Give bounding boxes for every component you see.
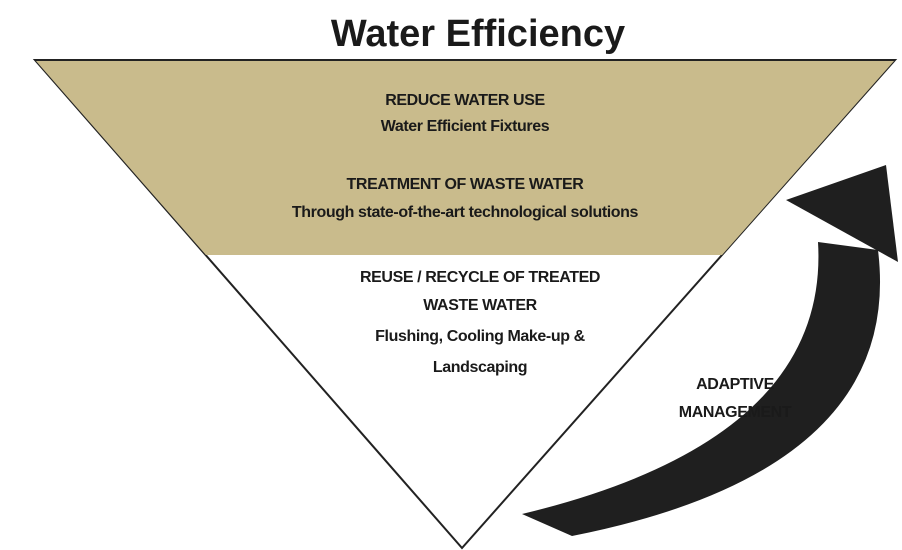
cycle-arrow-head xyxy=(786,165,898,262)
tier-heading: REDUCE WATER USE xyxy=(385,92,545,109)
title: Water Efficiency xyxy=(331,13,625,55)
tiers: REDUCE WATER USE Water Efficient Fixtures… xyxy=(292,92,639,376)
cycle-label: MANAGEMENT xyxy=(679,404,792,421)
tier-detail: Through state-of-the-art technological s… xyxy=(292,204,639,221)
tier-detail: Landscaping xyxy=(433,359,527,376)
tier-heading: REUSE / RECYCLE OF TREATED xyxy=(360,269,600,286)
cycle-arrow-body xyxy=(522,242,881,536)
cycle-label: ADAPTIVE xyxy=(696,376,774,393)
top-band xyxy=(36,61,894,255)
tier-heading: TREATMENT OF WASTE WATER xyxy=(347,176,585,193)
tier-detail: Water Efficient Fixtures xyxy=(381,118,550,135)
tier-heading: WASTE WATER xyxy=(423,297,537,314)
tier-detail: Flushing, Cooling Make-up & xyxy=(375,328,585,345)
